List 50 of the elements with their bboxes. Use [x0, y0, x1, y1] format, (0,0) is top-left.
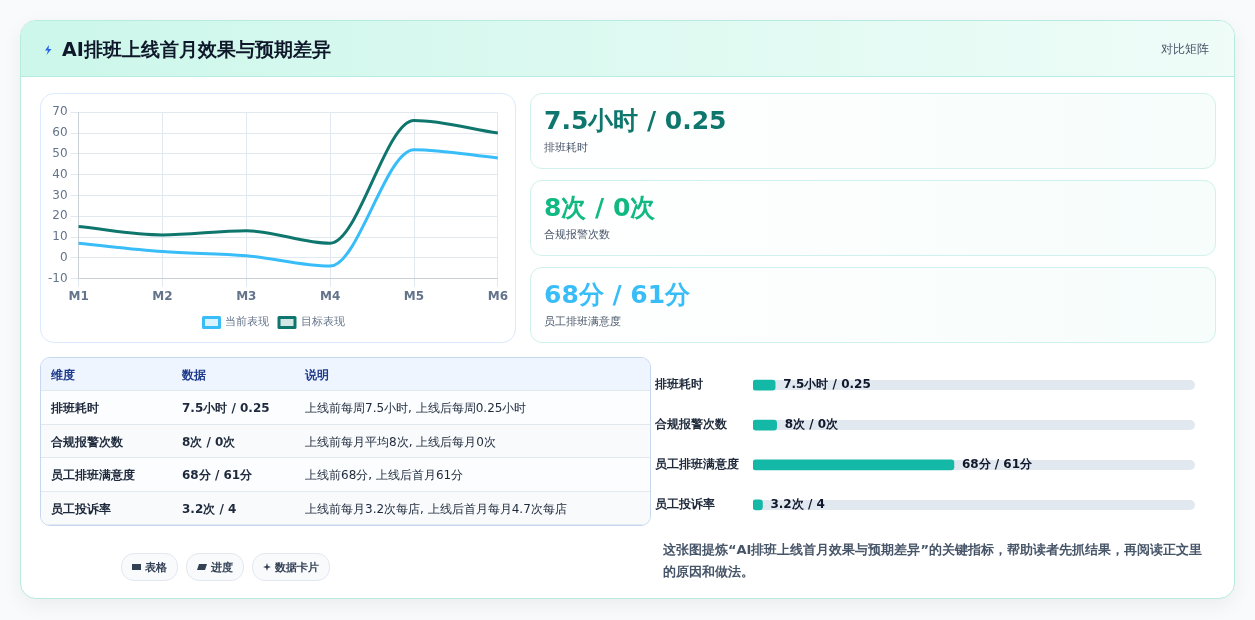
x-tick-label: M2 — [152, 288, 173, 303]
text: 上线前每月3.2次每店, 上线后首月每月4.7次每店 — [305, 500, 567, 518]
data-label: 68分 / 61分 — [961, 457, 1034, 472]
x-tick-label: M1 — [68, 288, 89, 303]
text: 合规报警次数 — [544, 227, 610, 242]
text: 7.5小时 / 0.25 — [544, 105, 727, 137]
y-tick-label: 70 — [52, 104, 68, 119]
y-tick-label: 排班耗时 — [654, 377, 703, 392]
text: 7.5小时 / 0.25 — [182, 400, 270, 417]
y-tick-label: 50 — [52, 145, 68, 160]
text: 68分 / 61分 — [182, 467, 253, 484]
text: 8次 / 0次 — [544, 192, 656, 224]
x-tick-label: M5 — [403, 288, 425, 303]
text: 上线前每月平均8次, 上线后每月0次 — [305, 433, 496, 451]
data-label: 7.5小时 / 0.25 — [783, 377, 871, 392]
y-tick-label: 30 — [52, 187, 68, 202]
text: 3.2次 / 4 — [182, 500, 237, 518]
text: 进度 — [211, 559, 233, 575]
x-tick-label: M6 — [487, 288, 508, 303]
y-tick-label: 员工投诉率 — [655, 496, 715, 511]
y-tick-label: 合规报警次数 — [654, 417, 728, 432]
bar — [753, 419, 777, 431]
text: 上线前每周7.5小时, 上线后每周0.25小时 — [305, 400, 527, 417]
text: 数据卡片 — [275, 559, 319, 575]
text: 上线前68分, 上线后首月61分 — [305, 467, 464, 484]
text: 这张图提炼“AI排班上线首月效果与预期差异”的关键指标，帮助读者先抓结果，再阅读正文里的原因和做法。 — [663, 541, 1203, 581]
text: 排班耗时 — [544, 140, 588, 155]
y-tick-label: 0 — [59, 249, 68, 264]
text: 维度 — [51, 367, 75, 384]
text: 对比矩阵 — [1161, 41, 1209, 58]
x-tick-label: M3 — [236, 288, 257, 303]
y-tick-label: 员工排班满意度 — [655, 457, 739, 472]
text: AI排班上线首月效果与预期差异 — [62, 37, 331, 62]
legend-label: 目标表现 — [300, 315, 345, 329]
text: 68分 / 61分 — [544, 279, 691, 311]
y-tick-label: -10 — [47, 270, 68, 285]
data-label: 3.2次 / 4 — [770, 496, 825, 511]
text: 表格 — [145, 559, 167, 575]
text: 员工排班满意度 — [544, 314, 621, 329]
y-tick-label: 10 — [52, 229, 68, 244]
bar — [753, 379, 776, 391]
y-tick-label: 60 — [52, 125, 68, 140]
text: 数据 — [182, 367, 206, 384]
data-label: 8次 / 0次 — [784, 417, 840, 432]
legend-label: 当前表现 — [225, 315, 269, 329]
y-tick-label: 40 — [52, 166, 68, 181]
text: 8次 / 0次 — [182, 433, 236, 451]
x-tick-label: M4 — [320, 288, 341, 303]
text: 说明 — [305, 367, 329, 384]
y-tick-label: 20 — [52, 208, 68, 223]
